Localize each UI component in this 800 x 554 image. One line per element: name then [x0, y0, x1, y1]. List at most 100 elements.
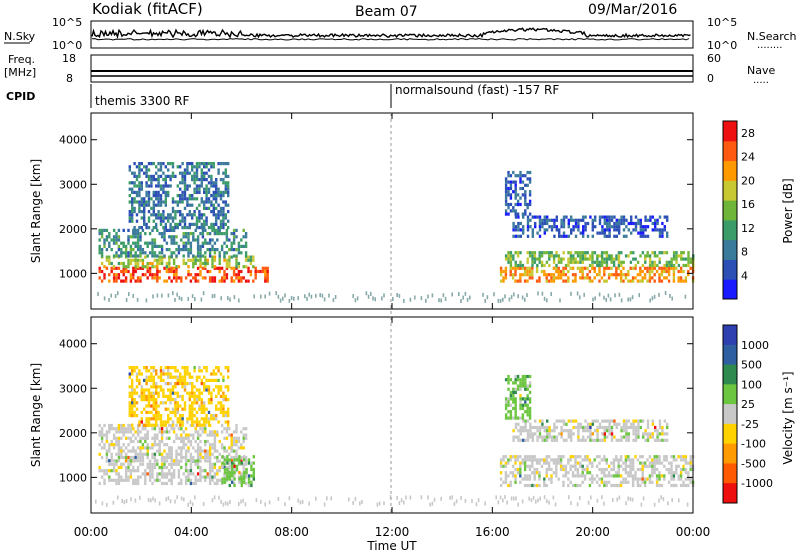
heatmap-cell	[159, 423, 163, 427]
heatmap-cell	[196, 266, 200, 270]
heatmap-cell	[127, 261, 130, 266]
heatmap-cell	[120, 462, 123, 466]
heatmap-cell	[112, 436, 116, 440]
heatmap-cell	[210, 162, 213, 166]
heatmap-cell	[546, 435, 549, 439]
heatmap-cell	[266, 276, 269, 280]
heatmap-cell	[211, 475, 214, 479]
heatmap-cell	[156, 459, 159, 463]
heatmap-cell	[266, 266, 269, 270]
heatmap-cell	[543, 251, 546, 255]
heatmap-cell	[562, 483, 565, 488]
heatmap-cell	[606, 419, 609, 423]
heatmap-cell	[199, 427, 202, 431]
heatmap-cell	[196, 449, 200, 453]
heatmap-cell	[151, 254, 154, 258]
heatmap-cell	[526, 438, 530, 442]
heatmap-cell	[179, 222, 182, 226]
heatmap-cell	[637, 419, 640, 423]
heatmap-cell	[660, 483, 664, 488]
heatmap-cell	[511, 276, 515, 280]
heatmap-cell	[117, 446, 121, 450]
ground-scatter-cell	[194, 297, 196, 302]
heatmap-cell	[228, 461, 231, 465]
heatmap-cell	[181, 385, 184, 389]
heatmap-cell	[143, 391, 146, 395]
heatmap-cell	[266, 269, 269, 274]
heatmap-cell	[252, 255, 255, 259]
ground-scatter-cell	[493, 292, 495, 297]
heatmap-cell	[127, 455, 130, 460]
heatmap-cell	[213, 248, 217, 252]
heatmap-cell	[112, 228, 116, 232]
heatmap-cell	[146, 430, 149, 434]
heatmap-cell	[249, 273, 253, 277]
heatmap-cell	[230, 446, 233, 450]
heatmap-cell	[624, 455, 628, 459]
heatmap-cell	[231, 467, 234, 472]
heatmap-cell	[132, 258, 135, 262]
heatmap-cell	[672, 251, 676, 255]
heatmap-cell	[219, 210, 223, 214]
heatmap-cell	[157, 385, 160, 389]
heatmap-cell	[132, 481, 135, 486]
heatmap-cell	[687, 254, 690, 258]
heatmap-cell	[228, 258, 231, 262]
heatmap-cell	[661, 429, 664, 433]
heatmap-cell	[232, 481, 236, 486]
heatmap-cell	[222, 213, 225, 217]
heatmap-cell	[521, 403, 525, 407]
heatmap-cell	[180, 427, 183, 431]
ground-scatter-cell	[427, 495, 429, 500]
heatmap-cell	[207, 401, 211, 405]
heatmap-cell	[195, 398, 199, 402]
heatmap-cell	[534, 425, 537, 430]
heatmap-cell	[648, 464, 652, 468]
heatmap-cell	[579, 455, 582, 459]
heatmap-cell	[117, 238, 121, 242]
heatmap-cell	[201, 427, 205, 431]
heatmap-cell	[212, 417, 215, 421]
heatmap-cell	[159, 385, 163, 389]
heatmap-cell	[218, 469, 221, 473]
heatmap-cell	[129, 472, 133, 476]
heatmap-cell	[200, 404, 203, 408]
heatmap-cell	[206, 439, 209, 444]
heatmap-cell	[639, 279, 642, 283]
heatmap-cell	[591, 266, 594, 270]
heatmap-cell	[509, 483, 512, 488]
heatmap-cell	[240, 276, 243, 280]
heatmap-cell	[176, 382, 179, 386]
heatmap-cell	[526, 483, 529, 488]
heatmap-cell	[591, 257, 594, 261]
heatmap-cell	[514, 467, 517, 472]
heatmap-cell	[163, 279, 166, 283]
heatmap-cell	[193, 385, 196, 389]
heatmap-cell	[538, 257, 541, 261]
heatmap-cell	[172, 276, 176, 280]
heatmap-cell	[524, 429, 527, 433]
heatmap-cell	[661, 221, 664, 226]
heatmap-cell	[162, 162, 165, 166]
heatmap-cell	[159, 417, 163, 421]
heatmap-cell	[613, 225, 616, 229]
ground-scatter-cell	[398, 501, 401, 506]
heatmap-cell	[644, 234, 647, 238]
heatmap-cell	[212, 190, 215, 194]
heatmap-cell	[570, 231, 573, 235]
heatmap-cell	[632, 438, 635, 442]
heatmap-cell	[215, 197, 218, 201]
heatmap-cell	[615, 471, 618, 475]
heatmap-cell	[171, 206, 175, 210]
heatmap-cell	[641, 269, 644, 274]
heatmap-cell	[189, 462, 193, 466]
heatmap-cell	[203, 171, 206, 175]
heatmap-cell	[514, 410, 517, 414]
heatmap-cell	[560, 257, 563, 261]
heatmap-cell	[661, 231, 664, 235]
heatmap-cell	[583, 266, 587, 270]
heatmap-cell	[569, 254, 573, 258]
heatmap-cell	[159, 197, 163, 201]
heatmap-cell	[179, 375, 182, 379]
heatmap-cell	[110, 452, 113, 456]
